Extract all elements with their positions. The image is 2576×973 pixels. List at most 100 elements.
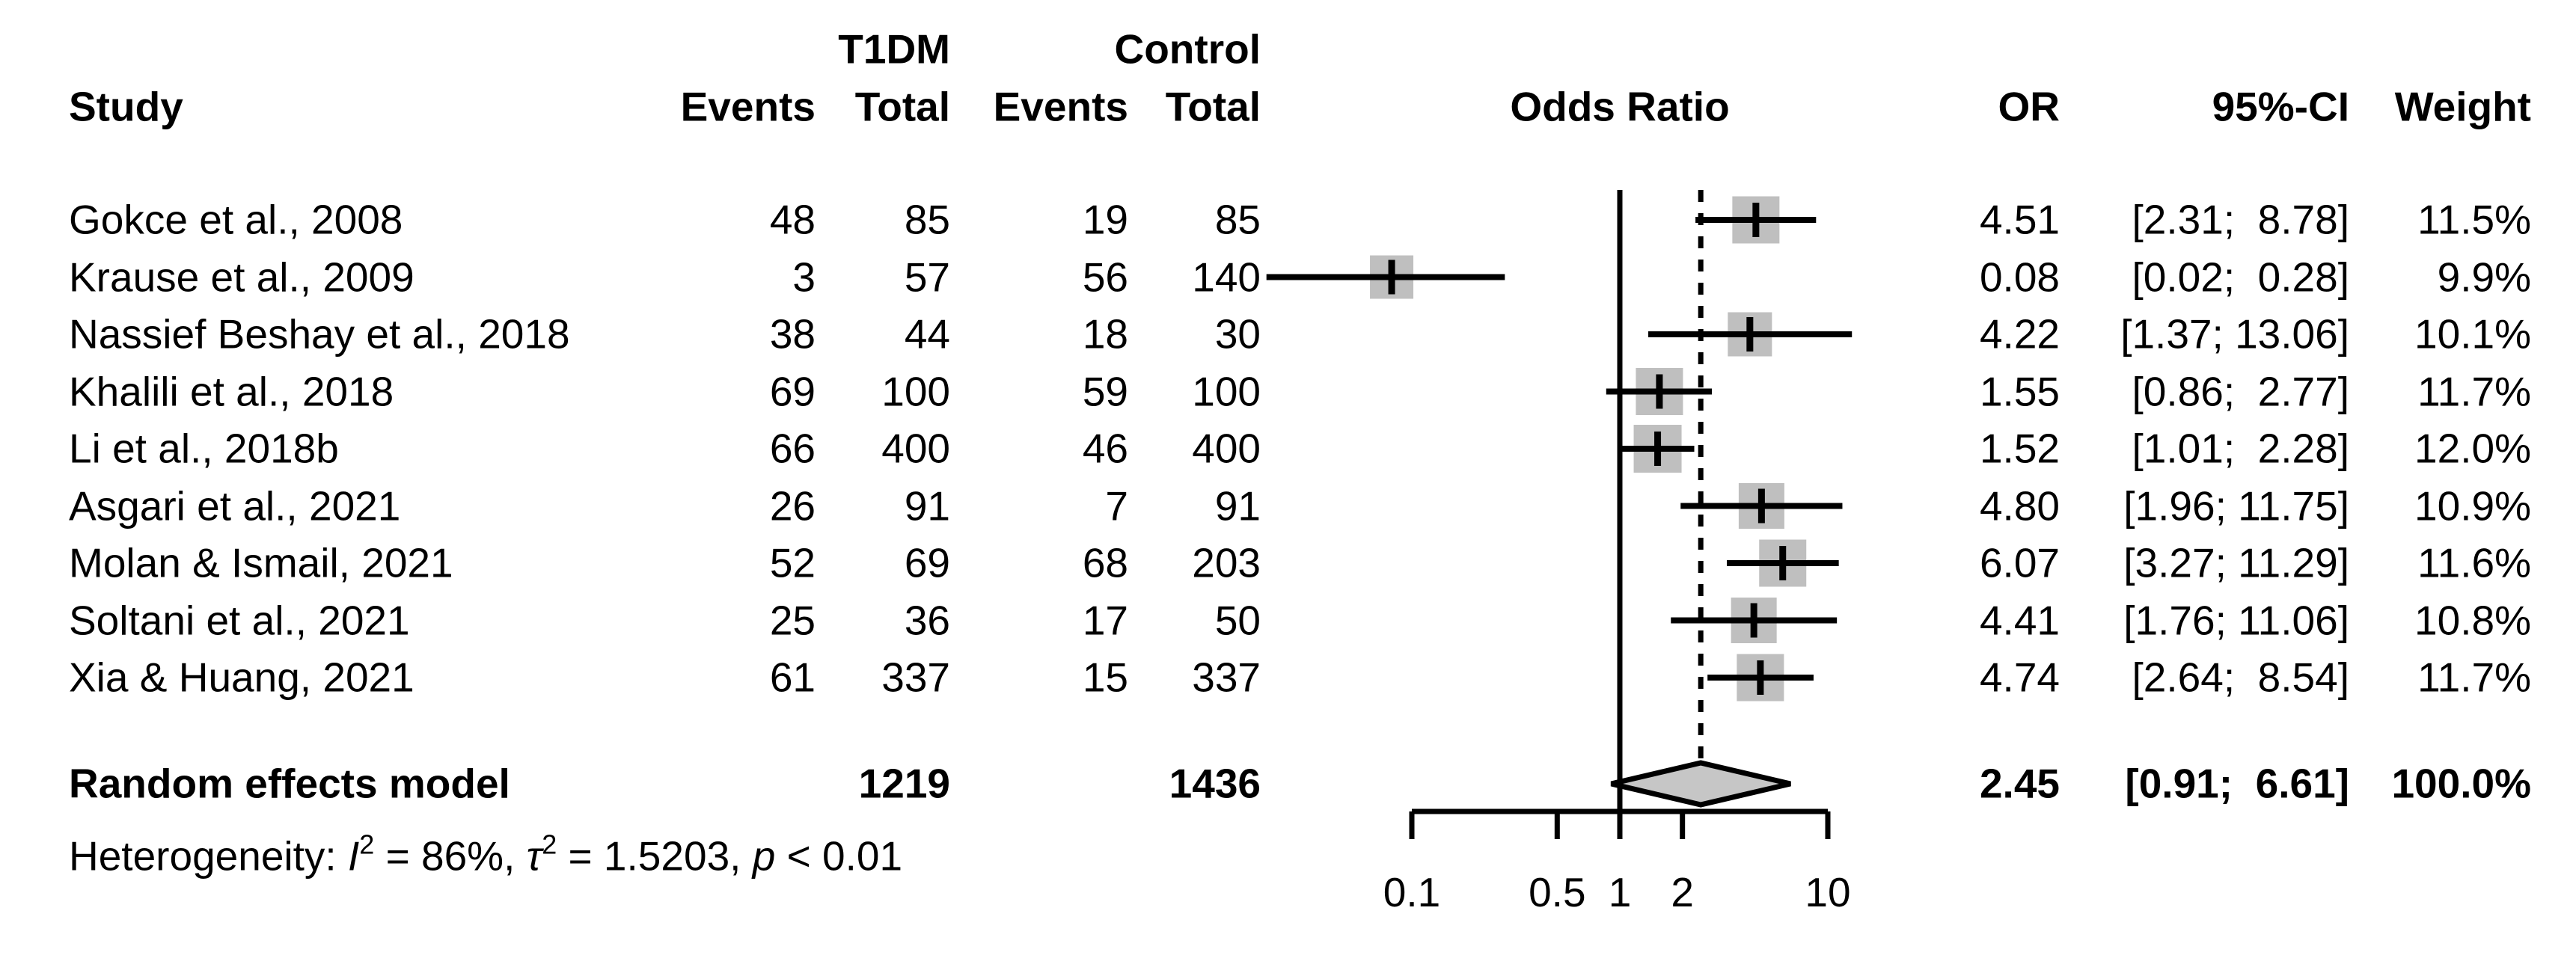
heterogeneity-note: Heterogeneity: I2 = 86%, τ2 = 1.5203, p … bbox=[69, 831, 903, 880]
summary-ci-value: [0.91; 6.61] bbox=[2125, 760, 2349, 807]
events-control-value: 56 bbox=[1082, 254, 1128, 300]
total-control-value: 100 bbox=[1192, 368, 1261, 414]
total-t1dm-value: 85 bbox=[904, 196, 950, 243]
column-header-study: Study bbox=[69, 83, 183, 130]
x-axis-tick-label: 0.1 bbox=[1383, 869, 1440, 915]
ci-value: [2.64; 8.54] bbox=[2132, 654, 2350, 701]
column-header-ci: 95%-CI bbox=[2212, 83, 2349, 130]
point-estimate-tick bbox=[1757, 488, 1765, 524]
heterogeneity-text: Heterogeneity: bbox=[69, 832, 348, 880]
or-value: 4.51 bbox=[1979, 196, 2060, 243]
x-axis-tick-label: 1 bbox=[1609, 869, 1632, 915]
pooled-diamond bbox=[1610, 760, 1791, 808]
column-header-weight: Weight bbox=[2394, 83, 2531, 130]
or-value: 4.41 bbox=[1979, 597, 2060, 643]
total-t1dm-value: 400 bbox=[881, 425, 950, 472]
events-control-value: 18 bbox=[1082, 310, 1128, 357]
heterogeneity-text: 2 bbox=[359, 829, 375, 860]
or-value: 4.74 bbox=[1979, 654, 2060, 701]
column-header-total-t1dm: Total bbox=[854, 83, 950, 130]
or-value: 1.52 bbox=[1979, 425, 2060, 472]
total-t1dm-value: 69 bbox=[904, 539, 950, 586]
column-header-events-control: Events bbox=[993, 83, 1128, 130]
events-t1dm-value: 69 bbox=[769, 368, 816, 414]
column-header-or: OR bbox=[1998, 83, 2061, 130]
total-t1dm-value: 57 bbox=[904, 254, 950, 300]
weight-value: 11.7% bbox=[2417, 654, 2531, 701]
summary-total-t1dm: 1219 bbox=[858, 760, 950, 807]
summary-weight-value: 100.0% bbox=[2391, 760, 2531, 807]
heterogeneity-symbol: p bbox=[752, 832, 776, 880]
study-label: Krause et al., 2009 bbox=[69, 254, 414, 300]
summary-label: Random effects model bbox=[69, 760, 510, 807]
column-header-total-control: Total bbox=[1165, 83, 1261, 130]
events-t1dm-value: 26 bbox=[769, 482, 816, 529]
events-t1dm-value: 25 bbox=[769, 597, 816, 643]
total-control-value: 203 bbox=[1192, 539, 1261, 586]
total-t1dm-value: 337 bbox=[881, 654, 950, 701]
study-label: Xia & Huang, 2021 bbox=[69, 654, 414, 701]
column-header-group-control: Control bbox=[1114, 25, 1261, 73]
weight-value: 10.8% bbox=[2414, 597, 2531, 643]
events-control-value: 19 bbox=[1082, 196, 1128, 243]
weight-value: 10.9% bbox=[2414, 482, 2531, 529]
or-value: 4.80 bbox=[1979, 482, 2060, 529]
total-control-value: 50 bbox=[1214, 597, 1261, 643]
events-t1dm-value: 48 bbox=[769, 196, 816, 243]
total-control-value: 30 bbox=[1214, 310, 1261, 357]
ci-value: [1.76; 11.06] bbox=[2123, 597, 2349, 643]
study-label: Li et al., 2018b bbox=[69, 425, 339, 472]
study-label: Khalili et al., 2018 bbox=[69, 368, 394, 414]
point-estimate-tick bbox=[1388, 260, 1395, 295]
heterogeneity-text: 2 bbox=[542, 829, 557, 860]
x-axis-tick-label: 2 bbox=[1671, 869, 1694, 915]
events-t1dm-value: 52 bbox=[769, 539, 816, 586]
point-estimate-tick bbox=[1757, 660, 1764, 695]
column-header-odds-ratio: Odds Ratio bbox=[1510, 83, 1730, 130]
ci-value: [3.27; 11.29] bbox=[2123, 539, 2349, 586]
total-t1dm-value: 36 bbox=[904, 597, 950, 643]
point-estimate-tick bbox=[1752, 203, 1760, 237]
events-control-value: 59 bbox=[1082, 368, 1128, 414]
ci-value: [2.31; 8.78] bbox=[2132, 196, 2350, 243]
total-control-value: 85 bbox=[1214, 196, 1261, 243]
total-control-value: 91 bbox=[1214, 482, 1261, 529]
or-value: 4.22 bbox=[1979, 310, 2060, 357]
ci-value: [1.01; 2.28] bbox=[2132, 425, 2350, 472]
total-t1dm-value: 44 bbox=[904, 310, 950, 357]
heterogeneity-text: = 86%, bbox=[374, 832, 527, 880]
heterogeneity-text: < 0.01 bbox=[775, 832, 903, 880]
events-control-value: 17 bbox=[1082, 597, 1128, 643]
events-control-value: 68 bbox=[1082, 539, 1128, 586]
ci-value: [0.86; 2.77] bbox=[2132, 368, 2350, 414]
study-label: Asgari et al., 2021 bbox=[69, 482, 401, 529]
events-control-value: 15 bbox=[1082, 654, 1128, 701]
heterogeneity-symbol: I bbox=[348, 832, 360, 880]
point-estimate-tick bbox=[1750, 603, 1757, 638]
ci-value: [1.37; 13.06] bbox=[2120, 310, 2349, 357]
events-t1dm-value: 61 bbox=[769, 654, 816, 701]
total-control-value: 140 bbox=[1192, 254, 1261, 300]
point-estimate-tick bbox=[1656, 374, 1663, 409]
ci-value: [0.02; 0.28] bbox=[2132, 254, 2350, 300]
or-value: 6.07 bbox=[1979, 539, 2060, 586]
column-header-events-t1dm: Events bbox=[680, 83, 816, 130]
study-label: Gokce et al., 2008 bbox=[69, 196, 403, 243]
x-axis-tick-label: 0.5 bbox=[1529, 869, 1585, 915]
study-label: Soltani et al., 2021 bbox=[69, 597, 410, 643]
study-label: Molan & Ismail, 2021 bbox=[69, 539, 453, 586]
weight-value: 11.6% bbox=[2417, 539, 2531, 586]
point-estimate-tick bbox=[1779, 546, 1787, 580]
events-t1dm-value: 38 bbox=[769, 310, 816, 357]
total-control-value: 337 bbox=[1192, 654, 1261, 701]
total-control-value: 400 bbox=[1192, 425, 1261, 472]
column-header-group-t1dm: T1DM bbox=[838, 25, 950, 73]
ci-value: [1.96; 11.75] bbox=[2123, 482, 2349, 529]
or-value: 0.08 bbox=[1979, 254, 2060, 300]
total-t1dm-value: 91 bbox=[904, 482, 950, 529]
weight-value: 10.1% bbox=[2414, 310, 2531, 357]
point-estimate-tick bbox=[1654, 432, 1662, 466]
heterogeneity-text: = 1.5203, bbox=[557, 832, 753, 880]
study-label: Nassief Beshay et al., 2018 bbox=[69, 310, 570, 357]
